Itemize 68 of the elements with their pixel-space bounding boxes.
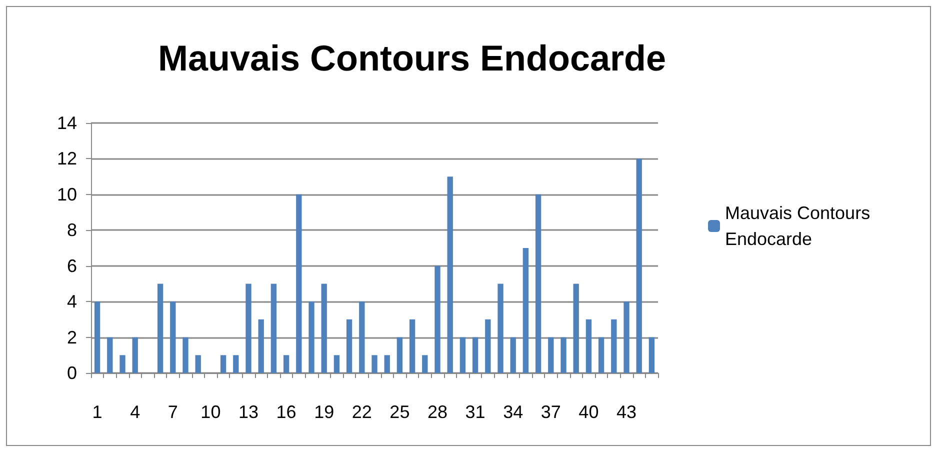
x-tick-label: 4 bbox=[130, 402, 140, 422]
bar bbox=[120, 355, 126, 373]
bar bbox=[182, 337, 188, 373]
bar bbox=[636, 158, 642, 373]
bar bbox=[447, 176, 453, 373]
bar bbox=[283, 355, 290, 373]
bar bbox=[472, 337, 478, 373]
bar bbox=[346, 319, 352, 373]
bar bbox=[409, 319, 416, 373]
bar bbox=[624, 302, 630, 373]
bar bbox=[94, 302, 100, 373]
y-tick-label: 4 bbox=[66, 292, 77, 312]
bar bbox=[296, 194, 302, 373]
bar bbox=[233, 355, 239, 373]
bar bbox=[510, 337, 516, 373]
x-tick-label: 37 bbox=[540, 402, 561, 422]
x-tick-label: 40 bbox=[578, 402, 599, 422]
x-tick-label: 25 bbox=[390, 402, 410, 422]
bar bbox=[220, 355, 226, 373]
y-tick-label: 12 bbox=[56, 148, 77, 169]
bar bbox=[648, 337, 655, 373]
bar bbox=[535, 194, 542, 373]
bar bbox=[107, 337, 113, 373]
y-tick-label: 14 bbox=[56, 113, 77, 133]
bar bbox=[157, 284, 164, 373]
bar bbox=[321, 284, 327, 373]
bar bbox=[384, 355, 390, 373]
bar bbox=[258, 319, 264, 373]
y-tick-label: 8 bbox=[66, 220, 77, 240]
bar bbox=[359, 302, 365, 373]
bar bbox=[586, 319, 592, 373]
bar bbox=[434, 266, 440, 373]
y-tick-label: 0 bbox=[66, 363, 77, 383]
chart-title: Mauvais Contours Endocarde bbox=[158, 38, 666, 78]
bar bbox=[396, 337, 403, 373]
bar bbox=[170, 302, 176, 373]
x-tick-label: 31 bbox=[465, 402, 486, 422]
bar bbox=[246, 284, 252, 373]
bar bbox=[308, 302, 314, 373]
x-tick-label: 19 bbox=[314, 402, 334, 422]
x-tick-label: 7 bbox=[168, 402, 178, 422]
bar bbox=[598, 337, 604, 373]
bar bbox=[573, 284, 579, 373]
bar bbox=[548, 337, 554, 373]
bar bbox=[334, 355, 340, 373]
y-tick-label: 2 bbox=[66, 327, 77, 348]
bar bbox=[460, 337, 466, 373]
y-tick-label: 6 bbox=[66, 256, 77, 276]
x-tick-label: 34 bbox=[503, 402, 524, 422]
bar bbox=[498, 284, 504, 373]
bar bbox=[270, 284, 277, 373]
x-tick-label: 10 bbox=[200, 402, 221, 422]
bar bbox=[611, 319, 617, 373]
bar bbox=[422, 355, 428, 373]
bar bbox=[195, 355, 201, 373]
x-tick-label: 16 bbox=[276, 402, 296, 422]
bar bbox=[485, 319, 491, 373]
x-tick-label: 43 bbox=[616, 402, 637, 422]
legend-label: Mauvais Contours Endocarde bbox=[725, 203, 876, 249]
bar bbox=[132, 337, 138, 373]
bar bbox=[560, 337, 566, 373]
x-tick-label: 13 bbox=[238, 402, 259, 422]
y-tick-label: 10 bbox=[56, 184, 77, 204]
bar bbox=[522, 248, 529, 373]
x-tick-label: 1 bbox=[92, 402, 102, 422]
bar bbox=[372, 355, 378, 373]
x-tick-label: 28 bbox=[427, 402, 448, 422]
x-tick-label: 22 bbox=[352, 402, 372, 422]
